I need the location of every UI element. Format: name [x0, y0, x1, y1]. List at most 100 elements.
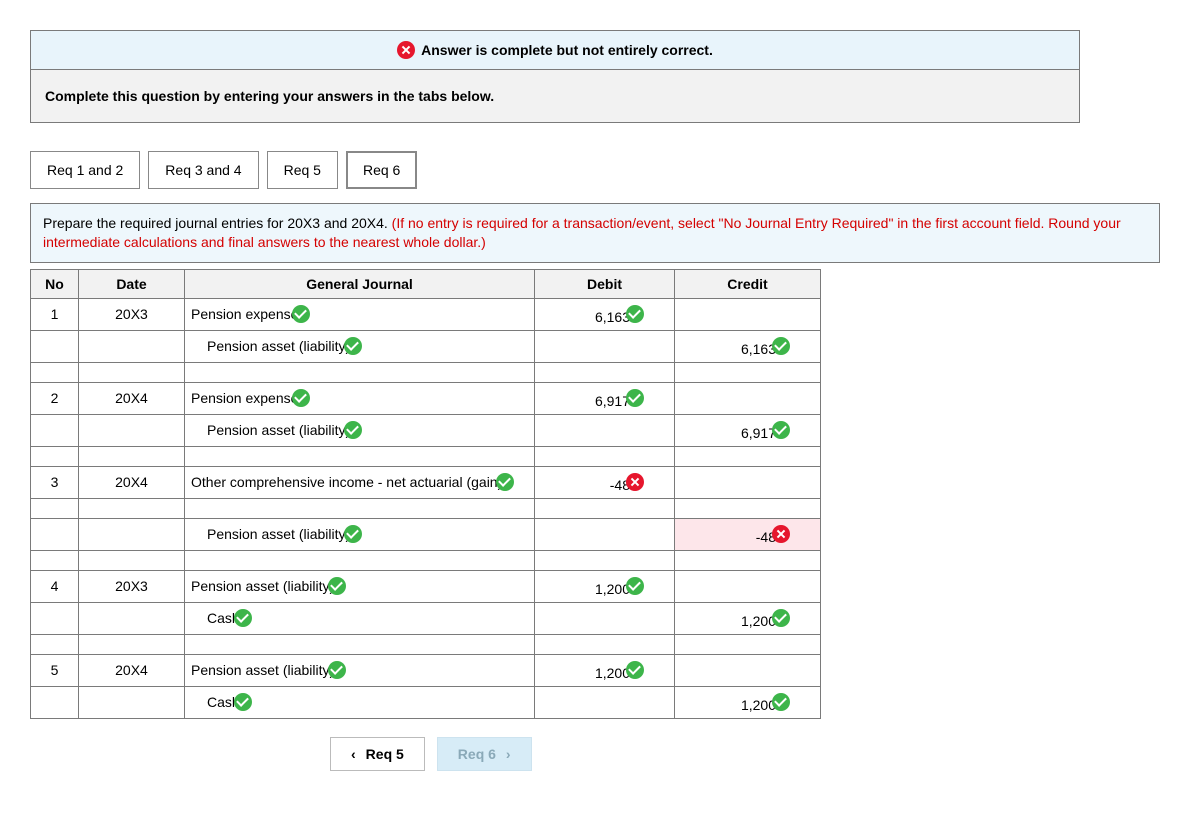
account-label: Pension asset (liability) — [207, 338, 350, 354]
table-row: Pension asset (liability) 6,163 — [31, 330, 821, 362]
cell-account[interactable]: Cash — [185, 686, 535, 718]
cell-debit[interactable] — [535, 330, 675, 362]
account-label: Pension asset (liability) — [191, 662, 334, 678]
cell-credit[interactable] — [675, 298, 821, 330]
cell-date — [79, 686, 185, 718]
cell-no: 5 — [31, 654, 79, 686]
cell-date: 20X4 — [79, 654, 185, 686]
check-icon — [626, 577, 644, 595]
check-icon — [328, 661, 346, 679]
table-row: 320X4 Other comprehensive income - net ac… — [31, 466, 821, 498]
cell-account[interactable]: Pension expense — [185, 382, 535, 414]
spacer-cell — [675, 498, 821, 518]
table-row: Cash 1,200 — [31, 602, 821, 634]
check-icon — [234, 693, 252, 711]
instruction-text: Complete this question by entering your … — [45, 88, 494, 104]
cell-date: 20X4 — [79, 466, 185, 498]
cell-date — [79, 414, 185, 446]
tab-req-3-and-4[interactable]: Req 3 and 4 — [148, 151, 258, 189]
cell-debit[interactable]: 6,917 — [535, 382, 675, 414]
cell-account[interactable]: Pension asset (liability) — [185, 330, 535, 362]
check-icon — [772, 609, 790, 627]
th-gj: General Journal — [185, 269, 535, 298]
th-credit: Credit — [675, 269, 821, 298]
tab-req-6[interactable]: Req 6 — [346, 151, 417, 189]
cell-no — [31, 686, 79, 718]
cell-no: 3 — [31, 466, 79, 498]
account-label: Pension expense — [191, 306, 298, 322]
spacer-cell — [31, 498, 79, 518]
cell-account[interactable]: Pension asset (liability) — [185, 414, 535, 446]
spacer-cell — [535, 498, 675, 518]
spacer-cell — [535, 446, 675, 466]
check-icon — [292, 305, 310, 323]
check-icon — [626, 389, 644, 407]
cell-debit[interactable] — [535, 686, 675, 718]
cell-no — [31, 602, 79, 634]
cell-account[interactable]: Pension expense — [185, 298, 535, 330]
cell-debit[interactable]: 1,200 — [535, 654, 675, 686]
spacer-cell — [31, 446, 79, 466]
prompt-plain: Prepare the required journal entries for… — [43, 215, 392, 231]
cell-account[interactable]: Pension asset (liability) — [185, 518, 535, 550]
spacer-cell — [185, 498, 535, 518]
cell-debit[interactable] — [535, 602, 675, 634]
cell-account[interactable]: Pension asset (liability) — [185, 654, 535, 686]
cell-no — [31, 330, 79, 362]
spacer-cell — [185, 446, 535, 466]
journal-table: No Date General Journal Debit Credit 120… — [30, 269, 821, 719]
cell-account[interactable]: Pension asset (liability) — [185, 570, 535, 602]
check-icon — [344, 337, 362, 355]
spacer-cell — [675, 446, 821, 466]
spacer-cell — [535, 362, 675, 382]
cell-date: 20X3 — [79, 298, 185, 330]
cell-credit[interactable]: 6,163 — [675, 330, 821, 362]
cell-account[interactable]: Cash — [185, 602, 535, 634]
cell-no: 2 — [31, 382, 79, 414]
cell-debit[interactable]: 1,200 — [535, 570, 675, 602]
chevron-right-icon: › — [506, 746, 511, 762]
account-label: Pension asset (liability) — [207, 526, 350, 542]
spacer-cell — [675, 550, 821, 570]
next-label: Req 6 — [458, 746, 496, 762]
status-banner-text: Answer is complete but not entirely corr… — [421, 42, 713, 58]
cell-debit[interactable] — [535, 518, 675, 550]
cell-credit[interactable]: 1,200 — [675, 686, 821, 718]
cell-credit[interactable] — [675, 654, 821, 686]
table-row: Cash 1,200 — [31, 686, 821, 718]
cell-debit[interactable]: 6,163 — [535, 298, 675, 330]
cell-credit[interactable]: 6,917 — [675, 414, 821, 446]
cell-no — [31, 414, 79, 446]
table-row: Pension asset (liability) 6,917 — [31, 414, 821, 446]
chevron-left-icon: ‹ — [351, 746, 356, 762]
spacer-cell — [31, 634, 79, 654]
account-label: Pension asset (liability) — [207, 422, 350, 438]
check-icon — [772, 421, 790, 439]
spacer-cell — [79, 550, 185, 570]
account-label: Other comprehensive income - net actuari… — [191, 474, 502, 490]
prev-label: Req 5 — [366, 746, 404, 762]
spacer-cell — [535, 550, 675, 570]
cell-account[interactable]: Other comprehensive income - net actuari… — [185, 466, 535, 498]
cell-credit[interactable] — [675, 382, 821, 414]
table-row: 120X3 Pension expense 6,163 — [31, 298, 821, 330]
spacer-cell — [79, 446, 185, 466]
table-row: 520X4 Pension asset (liability) 1,200 — [31, 654, 821, 686]
spacer-cell — [79, 634, 185, 654]
cell-credit[interactable]: -48 — [675, 518, 821, 550]
table-row: 420X3Pension asset (liability)1,200 — [31, 570, 821, 602]
x-icon — [772, 525, 790, 543]
instruction-banner: Complete this question by entering your … — [30, 70, 1080, 123]
account-label: Pension expense — [191, 390, 298, 406]
tab-req-5[interactable]: Req 5 — [267, 151, 338, 189]
cell-debit[interactable] — [535, 414, 675, 446]
cell-no: 1 — [31, 298, 79, 330]
x-icon — [397, 41, 415, 59]
tab-req-1-and-2[interactable]: Req 1 and 2 — [30, 151, 140, 189]
cell-credit[interactable]: 1,200 — [675, 602, 821, 634]
next-button[interactable]: Req 6 › — [437, 737, 532, 771]
cell-credit[interactable] — [675, 570, 821, 602]
prev-button[interactable]: ‹ Req 5 — [330, 737, 425, 771]
cell-debit[interactable]: -48 — [535, 466, 675, 498]
cell-credit[interactable] — [675, 466, 821, 498]
